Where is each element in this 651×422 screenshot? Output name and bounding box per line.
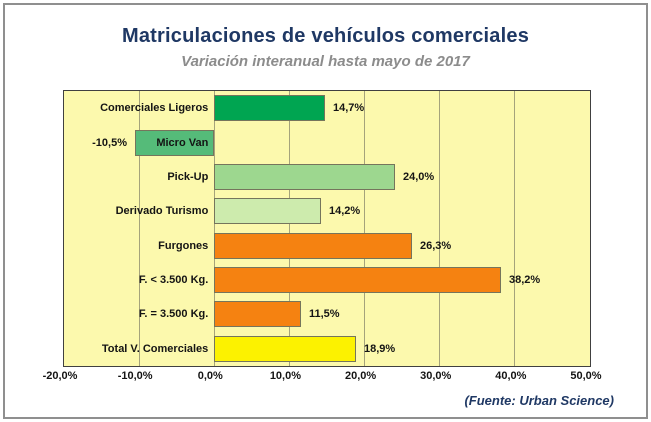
bar-comerciales-ligeros xyxy=(214,95,325,121)
value-label: -10,5% xyxy=(92,137,127,149)
bar-f-3-500-kg xyxy=(214,267,501,293)
bar-total-v-comerciales xyxy=(214,336,356,362)
x-tick-label: 10,0% xyxy=(269,370,302,382)
bar-pick-up xyxy=(214,164,395,190)
chart-window: Matriculaciones de vehículos comerciales… xyxy=(3,3,648,419)
value-label: 38,2% xyxy=(509,274,541,286)
value-label: 14,2% xyxy=(329,205,361,217)
value-label: 14,7% xyxy=(333,102,365,114)
category-label: Derivado Turismo xyxy=(115,205,209,217)
gridline xyxy=(213,91,215,366)
gridline xyxy=(439,91,441,366)
category-label: F. < 3.500 Kg. xyxy=(138,274,209,286)
gridline xyxy=(288,91,290,366)
value-label: 11,5% xyxy=(309,308,340,320)
x-tick-label: 20,0% xyxy=(344,370,377,382)
category-label: Pick-Up xyxy=(167,171,209,183)
category-label: Comerciales Ligeros xyxy=(100,102,209,114)
x-tick-label: -20,0% xyxy=(42,370,78,382)
bar-f-3-500-kg xyxy=(214,301,301,327)
category-label: Micro Van xyxy=(156,137,209,149)
chart-subtitle: Variación interanual hasta mayo de 2017 xyxy=(181,53,470,70)
category-label: Total V. Comerciales xyxy=(101,343,209,355)
bar-furgones xyxy=(214,233,412,259)
gridline xyxy=(364,91,366,366)
x-tick-label: 40,0% xyxy=(495,370,527,382)
x-tick-label: 0,0% xyxy=(197,370,223,382)
category-label: Furgones xyxy=(158,240,209,252)
plot-area: Comerciales Ligeros 14,7% Micro Van -10,5% P… xyxy=(63,90,591,367)
value-label: 18,9% xyxy=(364,343,396,355)
x-tick-label: -10,0% xyxy=(117,370,153,382)
category-label: F. = 3.500 Kg. xyxy=(138,308,209,320)
x-tick-label: 50,0% xyxy=(570,370,602,382)
bar-micro-van xyxy=(135,130,214,156)
value-label: 26,3% xyxy=(420,240,452,252)
gridline xyxy=(138,91,140,366)
source-caption: (Fuente: Urban Science) xyxy=(464,393,614,408)
bar-derivado-turismo xyxy=(214,198,321,224)
value-label: 24,0% xyxy=(403,171,435,183)
chart-title: Matriculaciones de vehículos comerciales xyxy=(121,25,530,47)
gridline xyxy=(514,91,516,366)
x-tick-label: 30,0% xyxy=(420,370,452,382)
